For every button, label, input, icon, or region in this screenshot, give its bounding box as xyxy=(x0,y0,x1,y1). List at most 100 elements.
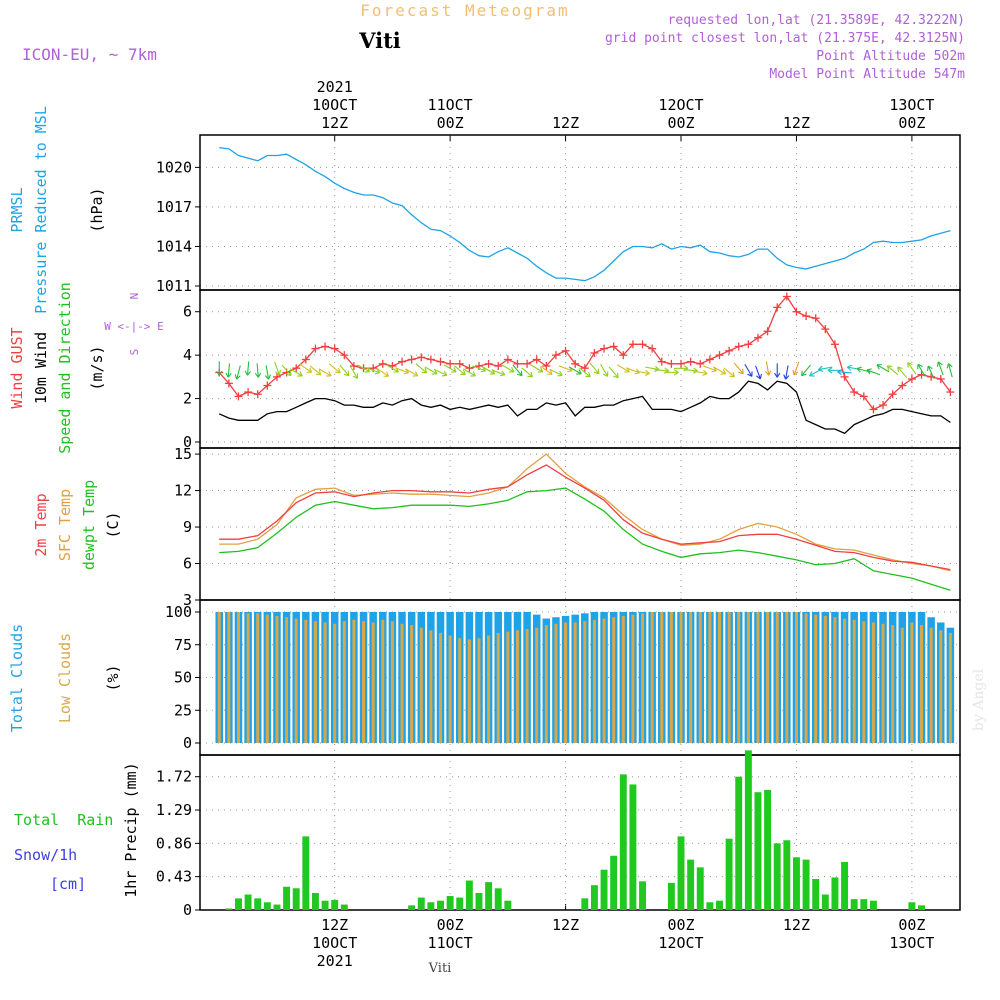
wind-arrow xyxy=(693,369,708,376)
wind-arrow-shaft xyxy=(608,366,619,379)
wind-arrow xyxy=(512,364,523,377)
bottom-time-label: 00Z xyxy=(437,916,464,934)
low-cloud-bar xyxy=(458,638,462,743)
wind-arrow xyxy=(254,363,262,378)
low-cloud-bar xyxy=(641,613,645,743)
y-tick-label: 75 xyxy=(174,636,192,654)
wind-arrow-head xyxy=(827,369,833,374)
precip-bar xyxy=(417,897,425,910)
wind-arrow-head xyxy=(593,371,600,375)
gust-marker xyxy=(628,340,637,349)
c-unit-label: (C) xyxy=(104,511,122,538)
low-cloud-bar xyxy=(544,625,548,743)
gust-marker xyxy=(888,390,897,399)
wind-arrow-shaft xyxy=(948,363,953,378)
wind-arrow-head xyxy=(703,369,708,374)
low-cloud-bar xyxy=(304,619,308,743)
low-cloud-bar xyxy=(900,627,904,743)
station-name: Viti xyxy=(358,28,401,53)
y-tick-label: 1.72 xyxy=(156,768,192,786)
low-cloud-bar xyxy=(689,612,693,743)
low-cloud-bar xyxy=(285,617,289,743)
precip-bar xyxy=(494,888,502,910)
wind-arrow-head xyxy=(837,371,842,376)
top-time-label: 00Z xyxy=(437,114,464,132)
wind-arrow-shaft xyxy=(713,366,726,375)
y-tick-label: 15 xyxy=(174,445,192,463)
gust-marker xyxy=(773,303,782,312)
gust-marker xyxy=(830,340,839,349)
gust-marker xyxy=(234,392,243,401)
precip-bar xyxy=(600,869,608,910)
wind-arrow xyxy=(589,362,600,375)
precip-labels: Total Rain Snow/1h [cm] 1hr Precip (mm) xyxy=(14,762,140,897)
ms-unit-label: (m/s) xyxy=(88,345,106,390)
wind-arrow xyxy=(530,364,544,373)
low-cloud-bar xyxy=(227,612,231,743)
wind-arrow-shaft xyxy=(744,364,753,377)
gust-marker xyxy=(859,392,868,401)
wind-arrow-head xyxy=(938,361,943,366)
wind-arrow-head xyxy=(588,371,591,378)
low-cloud-bar xyxy=(217,612,221,743)
wind-arrow-shaft xyxy=(917,364,926,377)
gust-label: Wind GUST xyxy=(8,327,26,408)
wind-arrow-head xyxy=(765,371,770,376)
gust-marker xyxy=(551,351,560,360)
wind-arrow-head xyxy=(275,371,280,376)
wind-arrow-head xyxy=(511,367,515,373)
wind-arrow xyxy=(886,365,899,376)
precip-bar xyxy=(716,900,723,910)
wind-arrow xyxy=(801,364,811,377)
precip-bar xyxy=(292,888,300,910)
wind-arrow-head xyxy=(335,371,341,374)
precip-bar xyxy=(437,900,444,910)
gust-marker xyxy=(821,325,830,334)
gust-marker xyxy=(936,375,945,384)
precip-bar xyxy=(677,836,685,910)
low-cloud-bar xyxy=(400,623,404,743)
wind-arrow-shaft xyxy=(246,361,250,376)
top-time-label: 12Z xyxy=(321,114,348,132)
wind-arrow-head xyxy=(809,371,813,377)
wind-arrow xyxy=(491,369,506,377)
precip-bar xyxy=(321,900,329,910)
low-cloud-bar xyxy=(910,622,914,743)
wind-arrow-shaft xyxy=(289,368,303,377)
wind-arrow-shaft xyxy=(530,364,544,373)
wind-arrow-head xyxy=(414,371,419,377)
wind-arrow-head xyxy=(299,371,303,377)
precip-panel: 0 0.43 0.86 1.29 1.72 xyxy=(156,750,961,919)
wind-arrow-head xyxy=(827,367,833,371)
wind-speed-dir-label: Speed and Direction xyxy=(56,282,74,454)
low-cloud-bar xyxy=(920,625,924,743)
wind-arrow-shaft xyxy=(886,365,899,376)
bottom-time-label: 10OCT xyxy=(312,934,357,952)
low-cloud-bar xyxy=(294,618,298,743)
precip-bar xyxy=(754,792,762,910)
gust-marker xyxy=(349,362,358,370)
precip-bar xyxy=(918,905,925,910)
wind-arrow-head xyxy=(946,363,950,369)
gust-marker xyxy=(763,327,772,336)
low-cloud-bar xyxy=(554,623,558,743)
wind-arrow-head xyxy=(278,369,281,376)
wind-arrow-head xyxy=(254,373,259,378)
precip-bar xyxy=(273,904,281,910)
gust-marker xyxy=(686,357,695,366)
snow-label: Snow/1h xyxy=(14,846,77,864)
wind-arrow-shaft xyxy=(386,364,399,373)
low-cloud-bar xyxy=(727,612,731,743)
gust-marker xyxy=(715,351,724,360)
bottom-time-label: 12OCT xyxy=(658,934,703,952)
gust-marker xyxy=(946,388,955,397)
y-tick-label: 1.29 xyxy=(156,801,192,819)
wind-arrow-shaft xyxy=(328,363,341,374)
wind-arrow-shaft xyxy=(424,366,438,375)
wind-arrow-head xyxy=(264,375,269,380)
precip-bar xyxy=(475,892,483,910)
wind-arrow-head xyxy=(315,373,321,376)
footer-station: Viti xyxy=(428,961,452,976)
gust-marker xyxy=(667,359,676,368)
top-time-label: 13OCT xyxy=(889,96,934,114)
